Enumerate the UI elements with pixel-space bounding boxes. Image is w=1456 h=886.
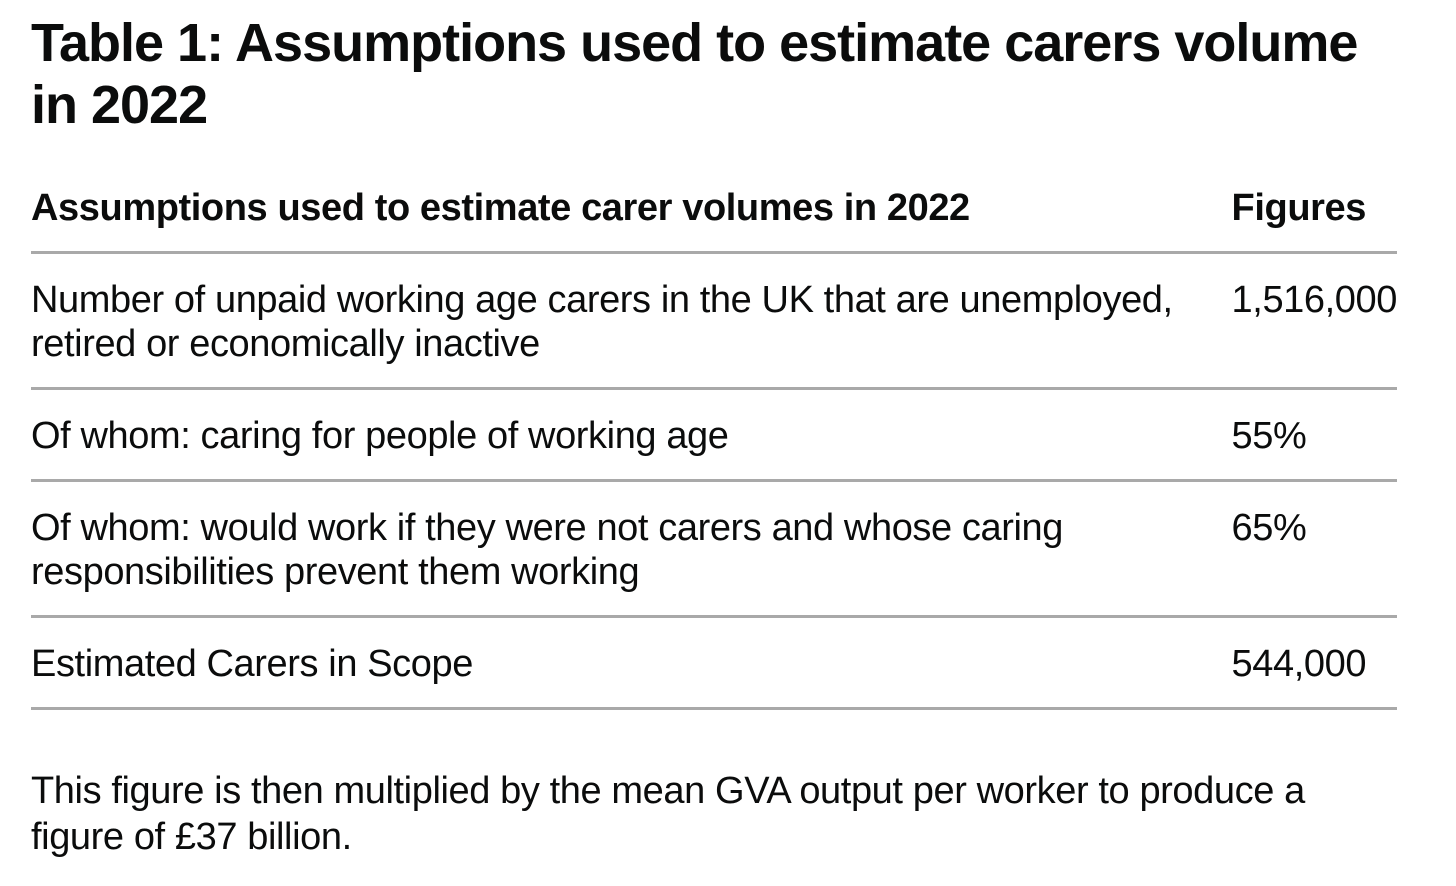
table-row: Of whom: caring for people of working ag… <box>31 388 1397 482</box>
figure-cell: 65% <box>1231 480 1397 618</box>
document-page: Table 1: Assumptions used to estimate ca… <box>0 12 1456 860</box>
table-row: Number of unpaid working age carers in t… <box>31 252 1397 390</box>
assumption-cell: Estimated Carers in Scope <box>31 616 1232 710</box>
table-header-row: Assumptions used to estimate carer volum… <box>31 186 1397 254</box>
footnote-text: This figure is then multiplied by the me… <box>31 770 1305 858</box>
figures-column-header: Figures <box>1231 186 1397 254</box>
table-row: Estimated Carers in Scope 544,000 <box>31 616 1397 710</box>
assumption-cell: Of whom: would work if they were not car… <box>31 480 1232 618</box>
page-title: Table 1: Assumptions used to estimate ca… <box>31 13 1358 135</box>
figure-cell: 55% <box>1231 388 1397 482</box>
assumptions-column-header: Assumptions used to estimate carer volum… <box>31 186 1232 254</box>
assumptions-table: Assumptions used to estimate carer volum… <box>31 186 1397 710</box>
table-body: Number of unpaid working age carers in t… <box>31 252 1397 710</box>
figure-cell: 544,000 <box>1231 616 1397 710</box>
table-header: Assumptions used to estimate carer volum… <box>31 186 1397 254</box>
assumption-cell: Number of unpaid working age carers in t… <box>31 252 1232 390</box>
table-row: Of whom: would work if they were not car… <box>31 480 1397 618</box>
assumption-cell: Of whom: caring for people of working ag… <box>31 388 1232 482</box>
figure-cell: 1,516,000 <box>1231 252 1397 390</box>
